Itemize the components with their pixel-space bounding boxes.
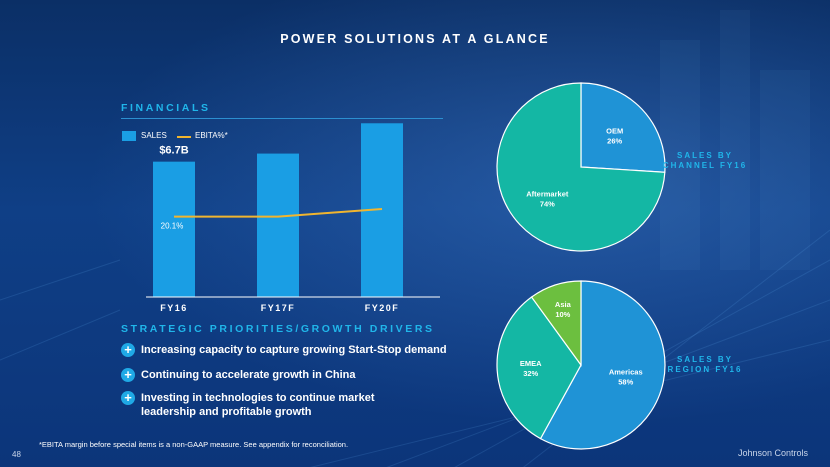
slice-value-label: 58% bbox=[618, 377, 633, 386]
financials-heading: FINANCIALS bbox=[121, 102, 211, 114]
priority-item: + Investing in technologies to continue … bbox=[121, 391, 481, 421]
legend-swatch-ebita bbox=[177, 136, 191, 138]
slice-value-label: 74% bbox=[540, 200, 555, 209]
footnote: *EBITA margin before special items is a … bbox=[39, 440, 349, 449]
pie-slice bbox=[580, 82, 666, 173]
slice-label: Asia bbox=[555, 300, 572, 309]
priority-text: Investing in technologies to continue ma… bbox=[141, 392, 375, 418]
sales-data-label: $6.7B bbox=[159, 145, 188, 157]
ebita-line bbox=[174, 208, 383, 218]
region-side-label: SALES BY REGION FY16 bbox=[667, 355, 743, 374]
priority-text: Continuing to accelerate growth in China bbox=[141, 369, 356, 381]
slice-label: EMEA bbox=[520, 359, 542, 368]
ebita-data-label: 20.1% bbox=[161, 222, 184, 231]
plus-icon: + bbox=[121, 343, 135, 357]
slice-value-label: 26% bbox=[607, 136, 622, 145]
priority-item: + Continuing to accelerate growth in Chi… bbox=[121, 368, 481, 384]
sales-bar bbox=[257, 153, 299, 297]
plus-icon: + bbox=[121, 391, 135, 405]
priority-item: + Increasing capacity to capture growing… bbox=[121, 343, 481, 359]
legend-swatch-sales bbox=[122, 131, 136, 141]
legend-label-sales: SALES bbox=[141, 131, 167, 140]
slice-label: OEM bbox=[606, 126, 623, 135]
x-tick-label: FY16 bbox=[160, 303, 188, 313]
pie-slice bbox=[496, 82, 666, 252]
pie-slice bbox=[496, 296, 582, 440]
financials-rule bbox=[121, 118, 443, 119]
pie-slice bbox=[530, 280, 582, 367]
channel-side-label: SALES BY CHANNEL FY16 bbox=[662, 151, 748, 170]
page-title: POWER SOLUTIONS AT A GLANCE bbox=[280, 32, 550, 46]
x-tick-label: FY17F bbox=[261, 303, 296, 313]
slice-value-label: 10% bbox=[555, 310, 570, 319]
x-tick-label: FY20F bbox=[365, 303, 400, 313]
slice-value-label: 32% bbox=[523, 369, 538, 378]
plus-icon: + bbox=[121, 368, 135, 382]
legend-label-ebita: EBITA%* bbox=[195, 131, 228, 140]
priority-text: Increasing capacity to capture growing S… bbox=[141, 344, 447, 356]
sales-bar bbox=[153, 161, 195, 297]
priorities-heading: STRATEGIC PRIORITIES/GROWTH DRIVERS bbox=[121, 323, 435, 335]
page-number: 48 bbox=[12, 450, 21, 459]
slice-label: Aftermarket bbox=[526, 190, 569, 199]
brand-wordmark: Johnson Controls bbox=[737, 448, 808, 458]
pie-slice bbox=[539, 280, 666, 450]
slice-label: Americas bbox=[609, 367, 643, 376]
